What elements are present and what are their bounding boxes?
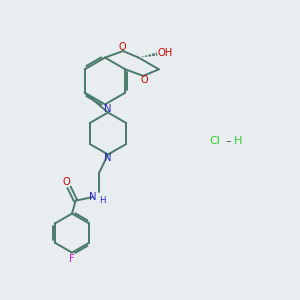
- Text: O: O: [118, 42, 126, 52]
- Text: F: F: [69, 254, 75, 264]
- Text: N: N: [104, 104, 112, 114]
- Text: H: H: [234, 136, 243, 146]
- Text: –: –: [225, 136, 231, 146]
- Text: N: N: [89, 192, 96, 202]
- Text: H: H: [99, 196, 105, 205]
- Polygon shape: [139, 52, 158, 58]
- Text: Cl: Cl: [209, 136, 220, 146]
- Text: O: O: [63, 177, 70, 187]
- Text: N: N: [104, 153, 112, 163]
- Text: OH: OH: [158, 48, 173, 59]
- Text: O: O: [140, 75, 148, 85]
